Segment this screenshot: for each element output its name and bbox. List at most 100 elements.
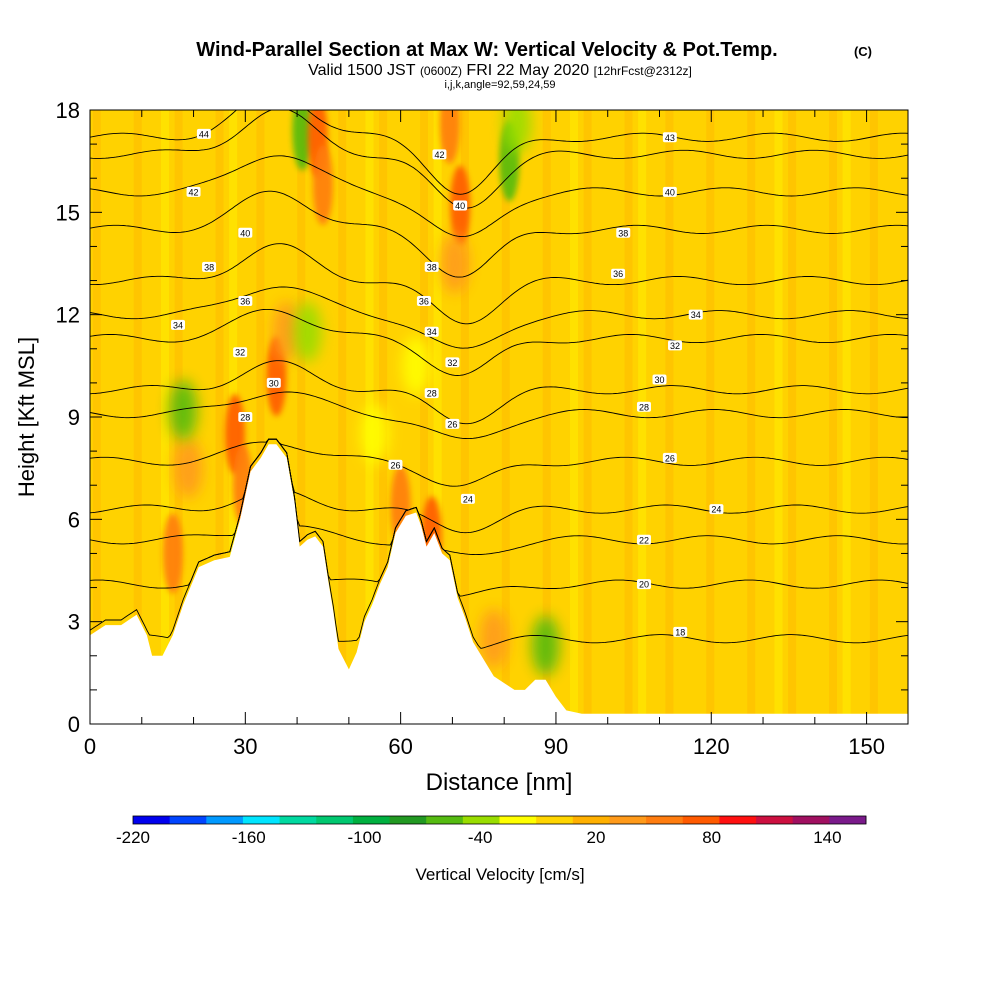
velocity-cell [312, 145, 333, 226]
velocity-streak [160, 110, 169, 724]
contour-label-bg [445, 418, 460, 429]
colorbar-swatch [572, 816, 610, 824]
velocity-streak [829, 110, 838, 724]
contour-label-bg [238, 227, 253, 238]
contour-label: 38 [424, 261, 439, 272]
colorbar-swatch [316, 816, 354, 824]
contour-label: 40 [453, 200, 468, 211]
contour-label: 42 [186, 186, 201, 197]
contour-label-bg [424, 261, 439, 272]
colorbar-swatch [756, 816, 794, 824]
contour-label: 34 [424, 326, 439, 337]
subtitle-indices: i,j,k,angle=92,59,24,59 [444, 79, 555, 91]
contour-label-text: 42 [189, 187, 199, 197]
contour-label-text: 32 [235, 348, 245, 358]
contour-label-bg [416, 296, 431, 307]
contour-label-bg [611, 268, 626, 279]
contour-label-bg [652, 374, 667, 385]
contour-label-bg [186, 186, 201, 197]
y-tick-label: 3 [68, 610, 80, 635]
colorbar-tick-label: 140 [813, 828, 841, 847]
velocity-streak [501, 110, 510, 724]
velocity-streak [869, 110, 878, 724]
velocity-cell [440, 233, 469, 294]
velocity-streak [583, 110, 592, 724]
theta-contour-line [90, 110, 908, 195]
contour-label-bg [636, 579, 651, 590]
theta-contour-line [90, 438, 908, 597]
velocity-streak [215, 110, 224, 724]
x-axis-label: Distance [nm] [426, 769, 573, 796]
contour-label-bg [662, 452, 677, 463]
contour-label-text: 40 [665, 187, 675, 197]
contour-label-text: 43 [665, 133, 675, 143]
colorbar-tick-label: -40 [468, 828, 493, 847]
contour-label-text: 38 [427, 262, 437, 272]
contour-label: 38 [616, 227, 631, 238]
velocity-cell [169, 380, 198, 441]
contour-label-bg [688, 309, 703, 320]
contour-label-bg [171, 319, 186, 330]
contour-label-text: 36 [419, 297, 429, 307]
contour-label-bg [636, 534, 651, 545]
colorbar-swatch [536, 816, 574, 824]
contour-label: 43 [662, 132, 677, 143]
velocity-streak [665, 110, 674, 724]
theta-contour-line [90, 155, 908, 238]
contour-label-bg [636, 401, 651, 412]
contour-label-bg [662, 132, 677, 143]
contour-label-text: 26 [665, 453, 675, 463]
contour-label: 32 [233, 347, 248, 358]
theta-contour-line [90, 286, 908, 349]
contour-label: 28 [238, 412, 253, 423]
theta-contour-line [90, 360, 908, 425]
velocity-streak [420, 110, 429, 724]
colorbar-swatch [279, 816, 317, 824]
contour-label-text: 28 [639, 402, 649, 412]
contour-label: 36 [611, 268, 626, 279]
subtitle-forecast: [12hrFcst@2312z] [594, 64, 692, 78]
colorbar-label: Vertical Velocity [cm/s] [415, 865, 584, 884]
contour-label-text: 20 [639, 580, 649, 590]
x-tick-label: 90 [544, 734, 568, 759]
subtitle-utc-time: (0600Z) [420, 64, 462, 78]
x-tick-label: 60 [388, 734, 412, 759]
contour-label-text: 38 [618, 228, 628, 238]
copyright-mark: (C) [854, 44, 872, 59]
contour-label: 22 [636, 534, 651, 545]
contour-label-text: 34 [691, 310, 701, 320]
velocity-streak [638, 110, 647, 724]
contour-label: 26 [662, 452, 677, 463]
contour-label-text: 30 [269, 378, 279, 388]
y-tick-label: 18 [56, 98, 80, 123]
contour-label-bg [453, 200, 468, 211]
contour-label-text: 40 [240, 228, 250, 238]
colorbar-swatch [829, 816, 867, 824]
contour-label: 24 [709, 504, 724, 515]
colorbar-swatch [133, 816, 171, 824]
contour-label: 32 [668, 340, 683, 351]
contour-label-text: 30 [654, 375, 664, 385]
contour-label: 28 [636, 401, 651, 412]
velocity-cell [272, 301, 301, 362]
contour-label: 34 [688, 309, 703, 320]
velocity-streak [747, 110, 756, 724]
contour-label: 42 [432, 149, 447, 160]
contour-label: 40 [662, 186, 677, 197]
velocity-cell [293, 301, 322, 362]
contour-label-text: 26 [390, 460, 400, 470]
contour-label: 36 [238, 296, 253, 307]
y-axis-label: Height [Kft MSL] [14, 337, 39, 497]
contour-label: 26 [445, 418, 460, 429]
contour-label-text: 42 [434, 150, 444, 160]
contour-label-bg [432, 149, 447, 160]
velocity-features [162, 110, 560, 676]
contour-label-bg [662, 186, 677, 197]
contour-label-bg [709, 504, 724, 515]
contour-label-bg [673, 626, 688, 637]
contour-label: 32 [445, 357, 460, 368]
colorbar-tick-label: -100 [347, 828, 381, 847]
colorbar-swatch [646, 816, 684, 824]
